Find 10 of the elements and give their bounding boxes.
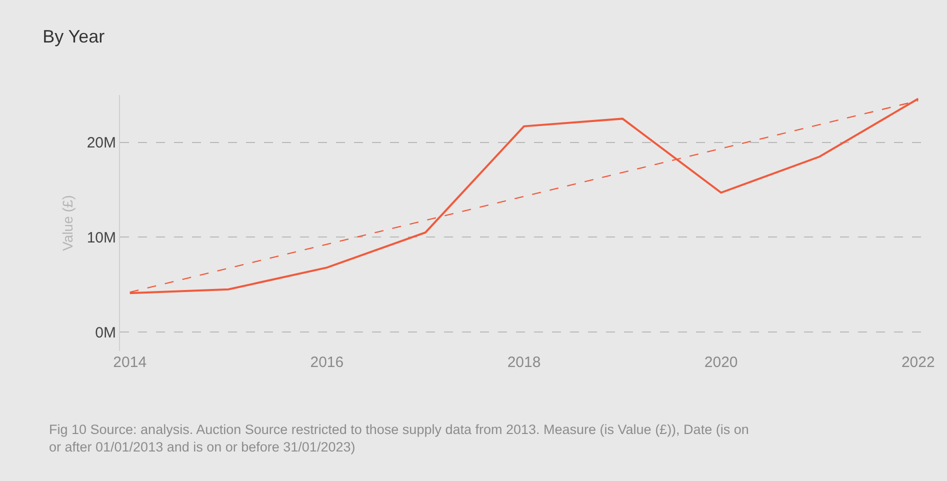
x-tick-label: 2020	[704, 354, 738, 371]
y-tick-label: 10M	[86, 229, 116, 246]
x-tick-label: 2022	[901, 354, 935, 371]
y-tick-label: 0M	[95, 324, 116, 342]
chart-title: By Year	[42, 26, 105, 46]
x-tick-label: 2014	[113, 354, 147, 371]
x-tick-label: 2018	[507, 354, 541, 371]
y-tick-label: 20M	[86, 134, 116, 152]
x-tick-label: 2016	[310, 354, 344, 371]
caption: Fig 10 Source: analysis. Auction Source restricted to those supply data from 2013. Measure (is Value (£)), Date (is on or after 01/01/2013 and is on or before 31/01/2023)	[49, 422, 749, 455]
